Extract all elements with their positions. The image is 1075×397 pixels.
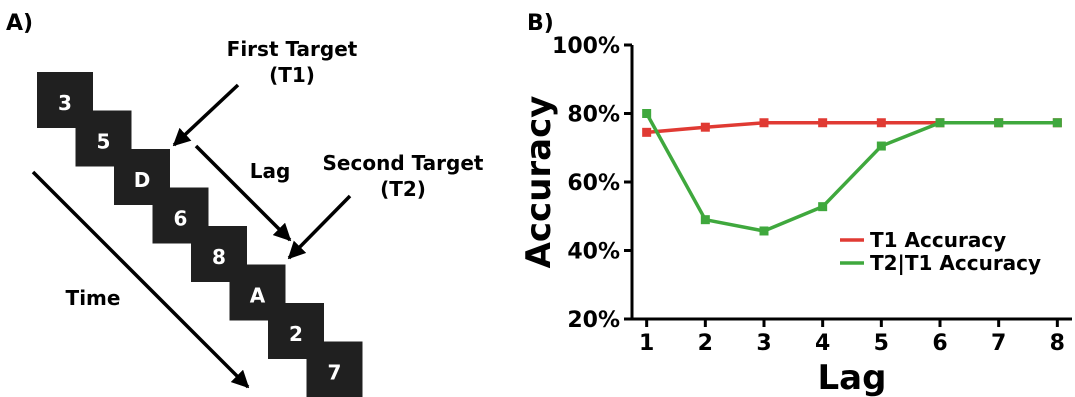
stimulus-symbol: 5 [97, 130, 111, 154]
lag-label: Lag [250, 159, 291, 183]
stimulus-symbol: 2 [289, 322, 303, 346]
data-point-t2 [876, 141, 886, 151]
stimulus-box [306, 341, 363, 397]
y-tick-label: 20% [567, 308, 620, 333]
data-point-t2 [700, 215, 710, 225]
x-tick-label: 7 [991, 331, 1006, 356]
second-target-label: Second Target [323, 151, 484, 175]
stimulus-symbol: 8 [212, 245, 226, 269]
data-point-t2 [994, 118, 1004, 128]
legend-label-t2: T2|T1 Accuracy [870, 251, 1041, 275]
stimulus-symbol: D [134, 168, 151, 192]
legend-label-t1: T1 Accuracy [870, 228, 1006, 252]
stimulus-symbol: A [250, 284, 266, 308]
legend: T1 Accuracy T2|T1 Accuracy [840, 228, 1041, 275]
panel-b-label: B) [527, 11, 554, 36]
series-line-t2 [645, 112, 1058, 233]
data-point-t1 [642, 127, 652, 137]
x-tick-label: 1 [639, 331, 654, 356]
y-tick-label: 40% [567, 240, 620, 265]
first-target-label: First Target [227, 37, 358, 61]
x-ticks: 1 2 3 4 5 6 7 8 [639, 319, 1065, 356]
data-point-t1 [818, 118, 828, 128]
stimulus-symbol: 3 [58, 91, 72, 115]
x-tick-label: 5 [874, 331, 889, 356]
series-group [642, 109, 1062, 236]
data-point-t2 [642, 109, 652, 118]
y-ticks: 20% 40% 60% 80% 100% [552, 34, 632, 333]
second-target-sublabel: (T2) [380, 177, 426, 201]
panel-a-label: A) [6, 11, 33, 36]
x-tick-label: 3 [756, 331, 771, 356]
data-point-t2 [1052, 118, 1062, 128]
first-target-sublabel: (T1) [269, 63, 315, 87]
x-tick-label: 2 [698, 331, 713, 356]
plot-axes [630, 45, 1072, 321]
y-tick-label: 100% [552, 34, 620, 59]
data-point-t2 [818, 202, 828, 212]
lag-arrow [194, 144, 292, 242]
second-target-arrow [287, 194, 352, 260]
first-target-arrow [172, 83, 240, 147]
data-point-t2 [759, 226, 769, 236]
stimulus-symbol: 6 [174, 207, 188, 231]
x-tick-label: 4 [815, 331, 830, 356]
y-axis-title: Accuracy [519, 96, 559, 269]
y-tick-label: 60% [567, 171, 620, 196]
y-tick-label: 80% [567, 103, 620, 128]
data-point-t1 [700, 122, 710, 132]
x-tick-label: 8 [1050, 331, 1065, 356]
time-label: Time [66, 286, 121, 310]
x-tick-label: 6 [932, 331, 947, 356]
data-point-t1 [876, 118, 886, 128]
panel-b-accuracy-chart: B) 20% 40% 60% 80% 100% 1 2 3 4 5 6 7 8 Accuracy La… [519, 11, 1072, 397]
stimulus-symbol: 7 [328, 361, 342, 385]
x-axis-title: Lag [818, 358, 887, 397]
time-arrow [31, 170, 250, 389]
data-point-t2 [935, 118, 945, 128]
data-point-t1 [759, 118, 769, 128]
